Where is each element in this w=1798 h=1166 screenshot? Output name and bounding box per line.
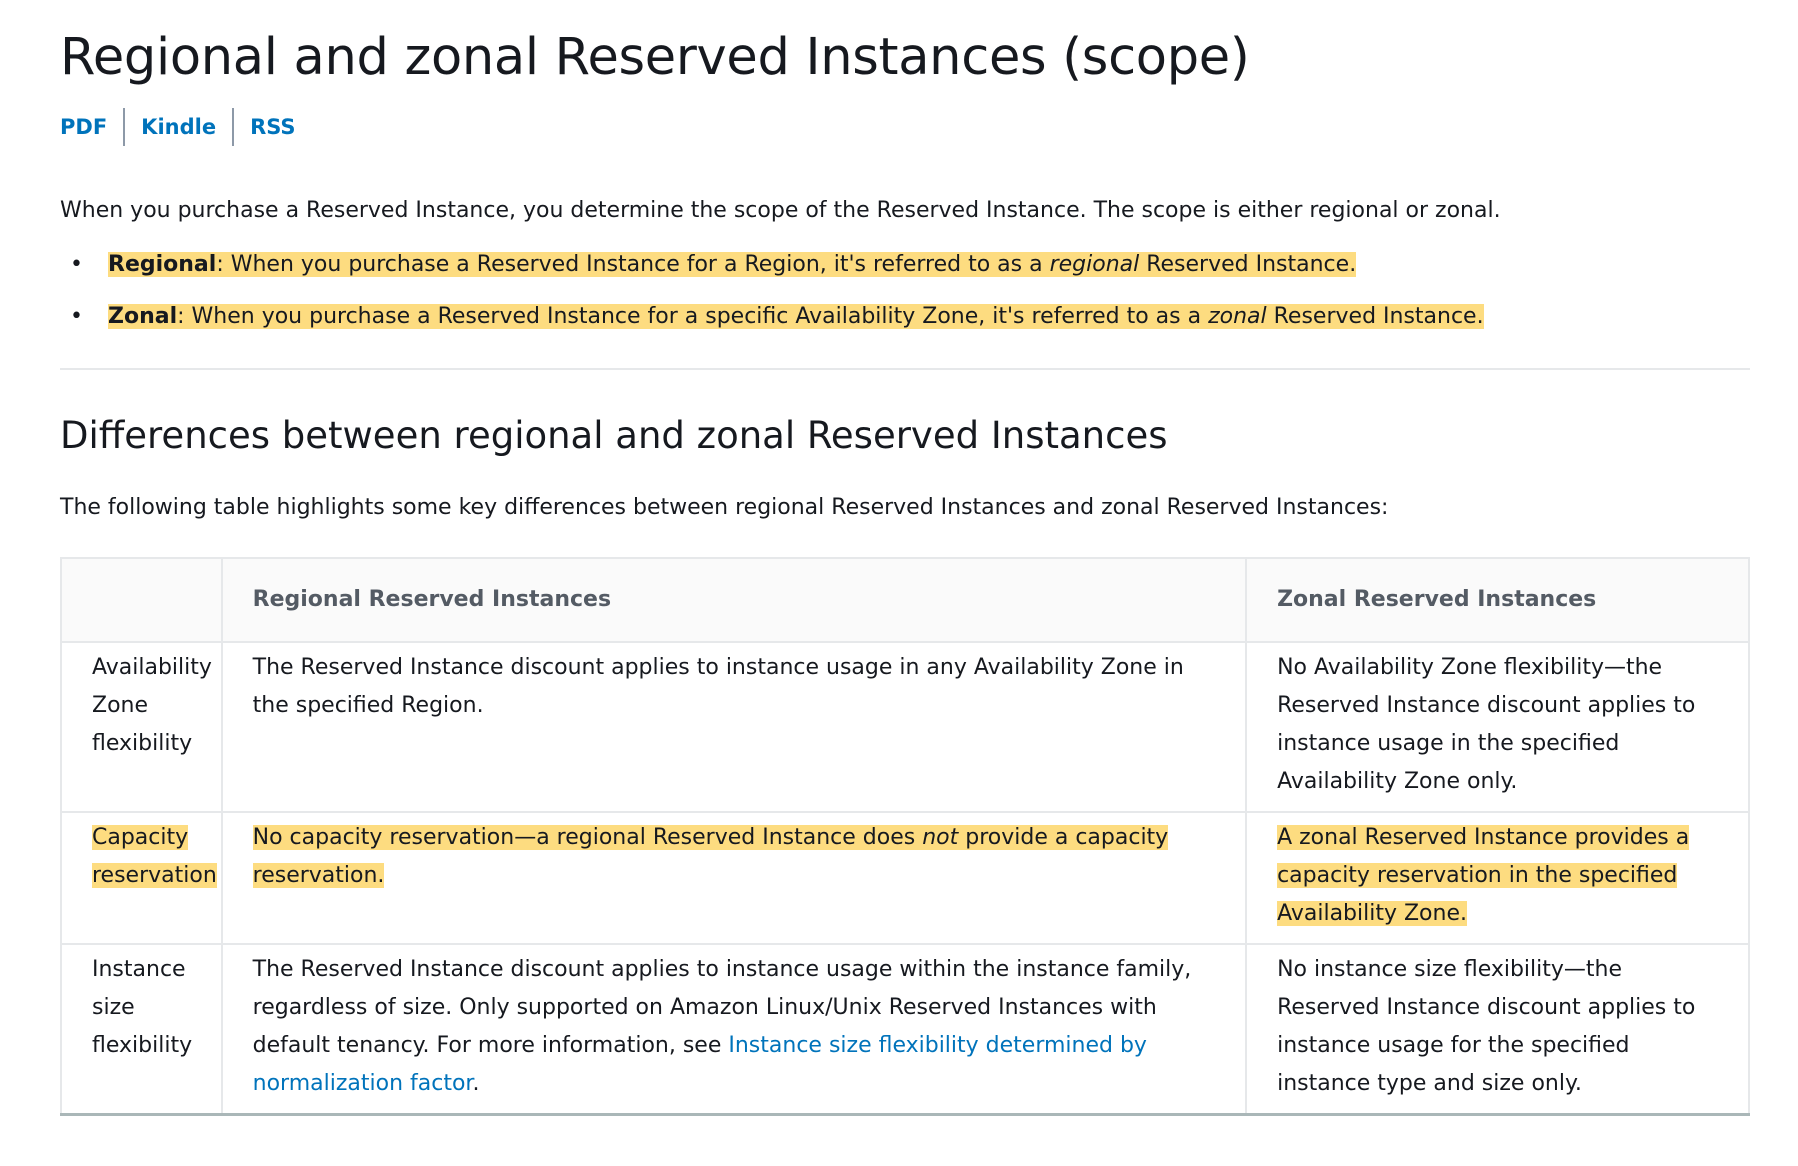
definition-text: : When you purchase a Reserved Instance … bbox=[177, 304, 1209, 330]
term-regional: Regional bbox=[108, 252, 217, 278]
table-row: Availability Zone flexibility The Reserv… bbox=[60, 640, 1750, 813]
cell-text: provide a capacity reservation. bbox=[252, 824, 1169, 888]
list-item-zonal: • Zonal: When you purchase a Reserved In… bbox=[60, 300, 1750, 334]
cell-text: The Reserved Instance discount applies t… bbox=[252, 956, 1192, 1058]
highlighted-text: No capacity reservation—a regional Reser… bbox=[252, 824, 1169, 888]
highlighted-text: Capacity reservation bbox=[92, 824, 217, 888]
header-feature bbox=[60, 556, 223, 643]
zonal-cell: A zonal Reserved Instance provides a cap… bbox=[1245, 810, 1750, 945]
definition-text: : When you purchase a Reserved Instance … bbox=[216, 252, 1050, 278]
differences-table: Regional Reserved Instances Zonal Reserv… bbox=[60, 556, 1750, 1116]
highlighted-text: A zonal Reserved Instance provides a cap… bbox=[1277, 824, 1690, 926]
cell-text: . bbox=[472, 1070, 480, 1096]
intro-paragraph: When you purchase a Reserved Instance, y… bbox=[60, 198, 1501, 224]
kindle-link[interactable]: Kindle bbox=[141, 115, 217, 140]
section-heading: Differences between regional and zonal R… bbox=[60, 414, 1168, 458]
regional-cell: No capacity reservation—a regional Reser… bbox=[220, 810, 1248, 945]
link-separator bbox=[123, 108, 126, 147]
emphasis-not: not bbox=[922, 824, 959, 850]
table-intro-paragraph: The following table highlights some key … bbox=[60, 494, 1389, 520]
table-row: Instance size flexibility The Reserved I… bbox=[60, 942, 1750, 1116]
table-header-row: Regional Reserved Instances Zonal Reserv… bbox=[60, 556, 1750, 643]
term-zonal: Zonal bbox=[108, 304, 178, 330]
rss-link[interactable]: RSS bbox=[250, 115, 296, 140]
cell-text: No capacity reservation—a regional Reser… bbox=[252, 824, 923, 850]
link-separator bbox=[232, 108, 235, 147]
section-divider bbox=[60, 368, 1750, 371]
zonal-cell: No Availability Zone flexibility—the Res… bbox=[1245, 640, 1750, 813]
emphasis-regional: regional bbox=[1049, 252, 1140, 278]
table-row: Capacity reservation No capacity reserva… bbox=[60, 810, 1750, 945]
regional-cell: The Reserved Instance discount applies t… bbox=[220, 942, 1248, 1116]
list-item-regional: • Regional: When you purchase a Reserved… bbox=[60, 248, 1750, 282]
highlighted-text: Regional: When you purchase a Reserved I… bbox=[108, 252, 1357, 278]
bullet-icon: • bbox=[70, 304, 83, 330]
bullet-icon: • bbox=[70, 252, 83, 278]
feature-cell: Instance size flexibility bbox=[60, 942, 223, 1116]
definition-text: Reserved Instance. bbox=[1139, 252, 1357, 278]
definition-text: Reserved Instance. bbox=[1266, 304, 1484, 330]
zonal-cell: No instance size flexibility—the Reserve… bbox=[1245, 942, 1750, 1116]
pdf-link[interactable]: PDF bbox=[60, 115, 108, 140]
feature-cell: Availability Zone flexibility bbox=[60, 640, 223, 813]
regional-cell: The Reserved Instance discount applies t… bbox=[220, 640, 1248, 813]
page-title: Regional and zonal Reserved Instances (s… bbox=[60, 28, 1250, 87]
document-page: Regional and zonal Reserved Instances (s… bbox=[60, 0, 1750, 1116]
instance-size-flexibility-link[interactable]: Instance size flexibility determined by … bbox=[252, 1032, 1147, 1096]
header-regional: Regional Reserved Instances bbox=[220, 556, 1248, 643]
scope-list: • Regional: When you purchase a Reserved… bbox=[60, 248, 1750, 334]
highlighted-text: Zonal: When you purchase a Reserved Inst… bbox=[108, 304, 1484, 330]
feature-cell: Capacity reservation bbox=[60, 810, 223, 945]
emphasis-zonal: zonal bbox=[1208, 304, 1267, 330]
header-zonal: Zonal Reserved Instances bbox=[1245, 556, 1750, 643]
doc-format-links: PDF Kindle RSS bbox=[60, 108, 1750, 147]
